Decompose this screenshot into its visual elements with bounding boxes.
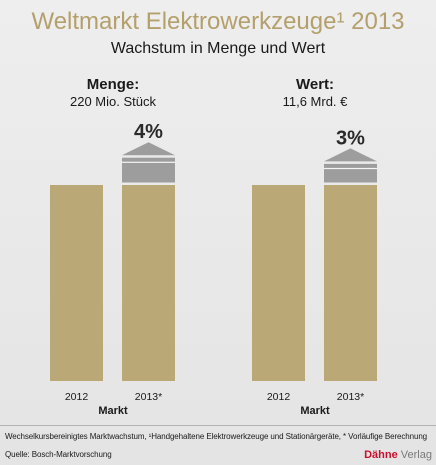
footnote: Wechselkursbereinigtes Marktwachstum, ¹H… xyxy=(5,432,428,441)
bar-2013 xyxy=(122,185,175,381)
panel-menge: Menge: 220 Mio. Stück 4% 2012 2013* Mark… xyxy=(40,0,186,465)
bar-2012 xyxy=(252,185,305,381)
category-label-2012: 2012 xyxy=(64,391,89,403)
category-label-2012: 2012 xyxy=(266,391,291,403)
panel-title: Menge: xyxy=(86,76,140,93)
footer-divider xyxy=(0,425,436,426)
growth-segment-divider xyxy=(324,167,377,170)
publisher-suffix: Verlag xyxy=(400,449,432,461)
panel-total: 220 Mio. Stück xyxy=(70,94,156,109)
growth-label: 4% xyxy=(134,121,163,143)
growth-arrow-head xyxy=(324,148,377,162)
category-label-2013: 2013* xyxy=(134,391,163,403)
x-axis-label: Markt xyxy=(300,405,330,417)
publisher-brand: Dähne xyxy=(364,449,398,461)
panel-title: Wert: xyxy=(295,76,335,93)
panel-wert: Wert: 11,6 Mrd. € 3% 2012 2013* Markt xyxy=(242,0,388,465)
bar-chart-wert: 3% xyxy=(252,127,377,381)
growth-arrow-head xyxy=(122,142,175,156)
growth-segment xyxy=(324,163,377,183)
x-axis-label: Markt xyxy=(98,405,128,417)
chart-title: Weltmarkt Elektrowerkzeuge¹ 2013 xyxy=(31,8,405,35)
bar-2013 xyxy=(324,185,377,381)
chart-subtitle: Wachstum in Menge und Wert xyxy=(110,40,326,57)
growth-label: 3% xyxy=(336,127,365,149)
bar-chart-menge: 4% xyxy=(50,121,175,381)
growth-segment-divider xyxy=(122,161,175,163)
bar-2012 xyxy=(50,185,103,381)
panel-total: 11,6 Mrd. € xyxy=(282,94,348,109)
growth-segment xyxy=(122,157,175,183)
publisher-logo: Dähne Verlag xyxy=(364,449,432,461)
source-note: Quelle: Bosch-Marktvorschung xyxy=(5,450,112,459)
category-label-2013: 2013* xyxy=(336,391,365,403)
